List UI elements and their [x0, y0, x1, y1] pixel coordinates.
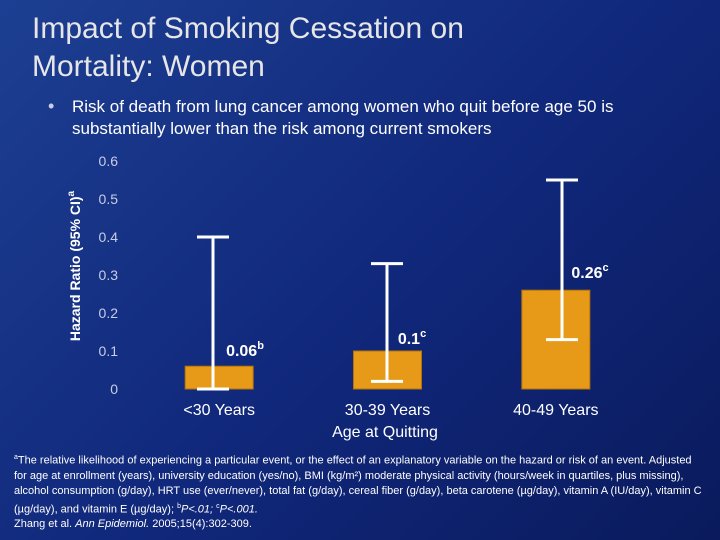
y-tick-label: 0 [110, 381, 118, 397]
data-label: 0.1c [398, 328, 426, 348]
citation-rest: 2005;15(4):302-309. [149, 518, 252, 531]
title-line-2: Mortality: Women [32, 50, 265, 83]
category-label: <30 Years [183, 402, 255, 419]
footnote-marker-b: b [177, 502, 181, 510]
y-tick-label: 0.4 [99, 229, 119, 245]
footnote-b-text: P<.01; [180, 503, 217, 516]
category-label: 30-39 Years [345, 402, 430, 419]
data-label: 0.26c [571, 262, 608, 282]
citation-journal: Ann Epidemiol. [75, 518, 150, 531]
data-label-superscript: c [603, 262, 609, 274]
data-label-superscript: c [420, 328, 426, 340]
hazard-ratio-chart: 0 0.1 0.2 0.3 0.4 0.5 0.6 Hazard Ratio (95% CI)… [66, 153, 609, 441]
data-label-value: 0.1 [398, 331, 420, 348]
x-axis-label: Age at Quitting [332, 424, 438, 441]
data-label-value: 0.06 [226, 343, 257, 360]
y-axis-label: Hazard Ratio (95% CI)a [66, 190, 83, 341]
data-label-value: 0.26 [571, 265, 602, 282]
data-label: 0.06b [226, 340, 264, 360]
y-tick-label: 0.2 [99, 305, 119, 321]
footnote-marker-c: c [216, 502, 220, 510]
bar [184, 365, 254, 390]
footnote: aThe relative likelihood of experiencing… [14, 450, 704, 532]
category-label: 40-49 Years [513, 402, 598, 419]
bullet-dot-icon: • [48, 96, 55, 116]
data-label-superscript: b [257, 340, 264, 352]
title-line-1: Impact of Smoking Cessation on [32, 12, 464, 45]
y-axis-label-superscript: a [66, 190, 77, 196]
y-tick-label: 0.1 [99, 343, 119, 359]
y-tick-label: 0.5 [99, 191, 119, 207]
y-tick-label: 0.6 [99, 153, 119, 169]
bullet-text: Risk of death from lung cancer among wom… [72, 97, 614, 138]
y-tick-label: 0.3 [99, 267, 119, 283]
slide-title: Impact of Smoking Cessation on Mortality… [32, 10, 692, 86]
citation-prefix: Zhang et al. [14, 518, 76, 531]
footnote-c-text: P<.001. [219, 503, 258, 516]
footnote-main-text: The relative likelihood of experiencing … [14, 454, 702, 516]
footnote-marker-a: a [14, 454, 18, 461]
y-axis-label-text: Hazard Ratio (95% CI) [67, 196, 83, 341]
